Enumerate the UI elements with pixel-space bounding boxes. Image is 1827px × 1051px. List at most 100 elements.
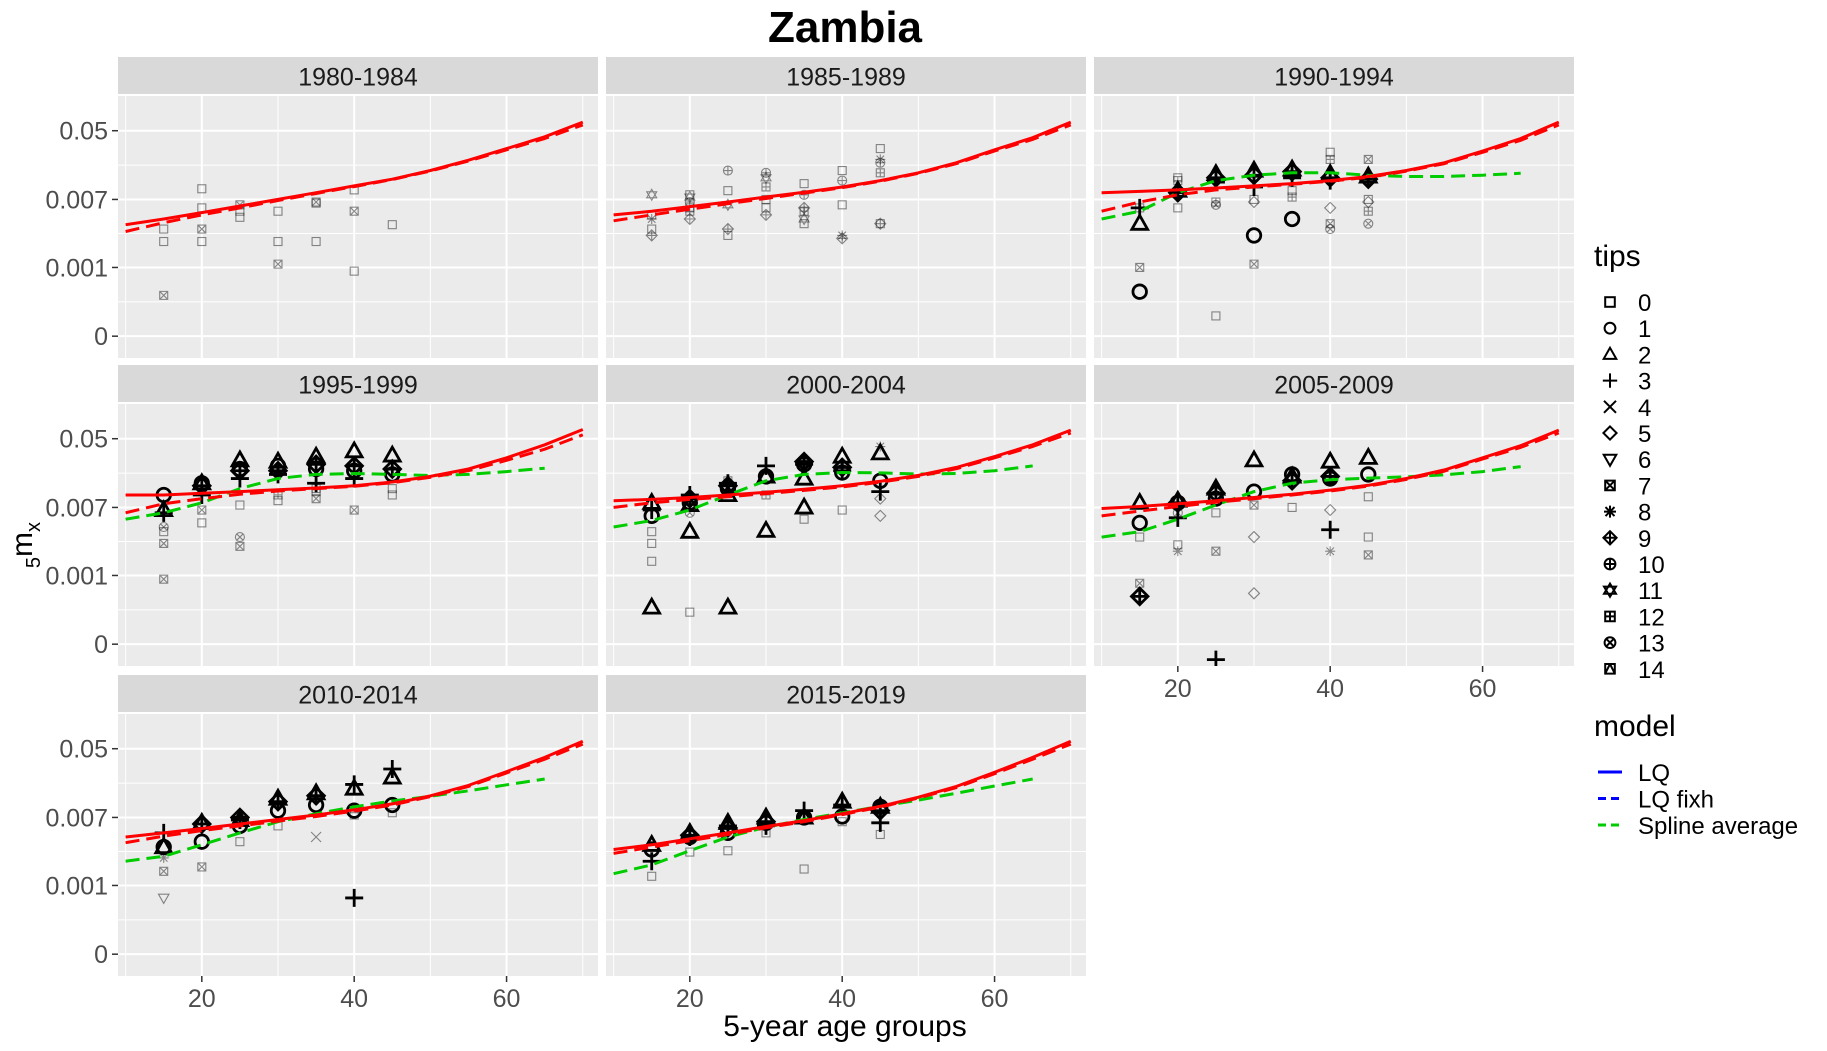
model-legend-title: model [1594,710,1676,743]
model-legend-item: LQ fixh [1598,787,1714,814]
facet-panel-1990-1994: 1990-1994 [1094,57,1574,358]
tips-legend-item: 4 [1603,395,1651,422]
observation-point [1206,650,1225,666]
observation-point [1358,446,1379,465]
observation-point [1172,507,1183,518]
legend-label: 4 [1638,395,1651,422]
y-tick-label: 0.007 [45,186,108,214]
facet-strip [1094,365,1574,402]
observation-point [1321,520,1340,539]
observation-point [799,864,809,874]
legend-label: 2 [1638,342,1651,369]
legend-label: 10 [1638,552,1665,579]
observation-point [760,171,772,185]
legend-label: Spline average [1638,813,1798,840]
facet-strip-label: 2005-2009 [1274,372,1394,400]
y-tick-label: 0.05 [59,426,108,454]
legend-symbol [1603,400,1617,414]
observation-point [1325,224,1336,235]
observation-point [837,505,847,515]
facet-strip-label: 2015-2019 [786,682,906,710]
observation-point [158,852,169,863]
observation-point [1363,532,1373,542]
y-axis-title-pre-subscript: 5 [23,557,45,568]
observation-point [799,206,809,216]
observation-point [875,144,885,154]
legend-symbol [1603,321,1617,335]
observation-point [159,527,169,537]
observation-point [1211,508,1221,518]
observation-point [1247,195,1261,209]
observation-point [235,837,245,847]
y-tick-label: 0.007 [45,804,108,832]
observation-point [875,829,885,840]
panel-background [118,714,598,976]
facet-strip-label: 1995-1999 [298,372,418,400]
observation-point [1363,218,1374,229]
x-tick-label: 20 [1164,675,1192,703]
observation-point [311,197,321,207]
y-tick-label: 0 [94,631,108,659]
observation-point [1325,154,1335,164]
legend-symbol [1603,636,1617,649]
observation-point [723,846,733,856]
y-tick-label: 0 [94,941,108,969]
observation-point [1287,192,1297,202]
observation-point [310,831,322,843]
x-tick-label: 20 [188,985,216,1013]
legend-symbol [1604,610,1616,623]
observation-point [799,179,809,189]
panel-plot-area [613,739,1072,881]
observation-point [875,154,886,165]
observation-point [837,817,847,827]
observation-point [1129,212,1150,231]
observation-point [645,229,658,242]
observation-point [273,206,283,216]
observation-point [721,222,735,236]
observation-point [837,230,848,241]
observation-point [382,766,403,785]
legend-label: 0 [1638,290,1651,317]
observation-point [235,212,245,222]
facet-strip-label: 2010-2014 [298,682,418,710]
panel-plot-area [125,120,584,300]
observation-point [761,182,771,192]
lq-line [1101,428,1560,510]
observation-point [159,236,169,247]
observation-point [1135,262,1145,273]
observation-point [1283,210,1301,228]
observation-point [835,232,849,245]
facet-strip-label: 1980-1984 [298,64,418,92]
y-tick-label: 0 [94,323,108,351]
legend-label: 9 [1638,526,1651,553]
facet-strip [1094,57,1574,94]
observation-point [1211,546,1221,556]
tips-legend-item: 14 [1604,657,1665,684]
observation-point [1247,587,1261,600]
observation-point [153,835,174,855]
observation-point [871,482,890,501]
legend-label: 13 [1638,631,1665,658]
y-axis-title: 5mx [6,522,45,568]
y-tick-label: 0.007 [45,494,108,522]
panel-plot-area [125,428,584,584]
observation-point [679,825,701,846]
x-axis-title: 5-year age groups [723,1010,967,1043]
observation-point [345,888,364,907]
y-tick-label: 0.05 [59,118,108,146]
observation-point [875,157,886,168]
legend-symbol [1604,479,1616,492]
legend-label: LQ [1638,760,1670,787]
legend-symbol [1603,557,1617,571]
observation-point [1247,530,1261,544]
observation-point [799,514,809,524]
panel-plot-area [125,739,584,907]
panel-background [606,96,1086,358]
observation-point [305,454,327,475]
tips-legend-item: 5 [1601,421,1651,448]
observation-point [387,220,397,230]
observation-point [874,217,887,230]
legend-label: 3 [1638,369,1651,396]
